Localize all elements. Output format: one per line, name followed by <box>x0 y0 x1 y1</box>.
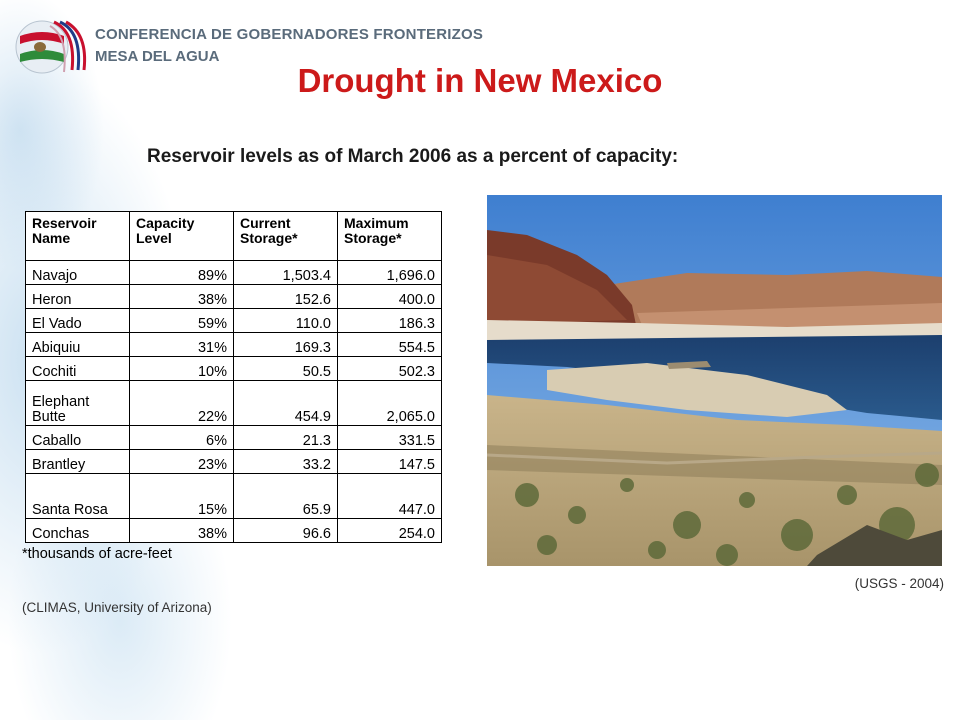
maximum-storage-cell: 1,696.0 <box>337 260 442 285</box>
maximum-storage-cell: 254.0 <box>337 518 442 543</box>
reservoir-name-cell: Cochiti <box>25 356 130 381</box>
header-current-storage: Current Storage* <box>233 211 338 261</box>
table-header-row: Reservoir Name Capacity Level Current St… <box>25 211 442 261</box>
page-subtitle: Reservoir levels as of March 2006 as a p… <box>147 146 679 167</box>
border-governors-logo-icon <box>14 14 90 80</box>
table-footnote: *thousands of acre-feet <box>22 546 172 562</box>
maximum-storage-cell: 502.3 <box>337 356 442 381</box>
table-row: Conchas 38% 96.6 254.0 <box>25 518 442 543</box>
capacity-cell: 59% <box>129 308 234 333</box>
table-row: Abiquiu 31% 169.3 554.5 <box>25 332 442 357</box>
table-row: Navajo 89% 1,503.4 1,696.0 <box>25 260 442 285</box>
table-row: El Vado 59% 110.0 186.3 <box>25 308 442 333</box>
table-row: Santa Rosa 15% 65.9 447.0 <box>25 473 442 519</box>
capacity-cell: 38% <box>129 284 234 309</box>
table-row: Cochiti 10% 50.5 502.3 <box>25 356 442 381</box>
capacity-cell: 38% <box>129 518 234 543</box>
capacity-cell: 31% <box>129 332 234 357</box>
reservoir-name-cell: Brantley <box>25 449 130 474</box>
current-storage-cell: 1,503.4 <box>233 260 338 285</box>
capacity-cell: 6% <box>129 425 234 450</box>
maximum-storage-cell: 186.3 <box>337 308 442 333</box>
reservoir-name-cell: Santa Rosa <box>25 473 130 519</box>
reservoir-table: Reservoir Name Capacity Level Current St… <box>25 211 442 543</box>
table-row: Caballo 6% 21.3 331.5 <box>25 425 442 450</box>
maximum-storage-cell: 400.0 <box>337 284 442 309</box>
maximum-storage-cell: 147.5 <box>337 449 442 474</box>
maximum-storage-cell: 554.5 <box>337 332 442 357</box>
current-storage-cell: 152.6 <box>233 284 338 309</box>
capacity-cell: 10% <box>129 356 234 381</box>
maximum-storage-cell: 331.5 <box>337 425 442 450</box>
capacity-cell: 89% <box>129 260 234 285</box>
reservoir-name-cell: Navajo <box>25 260 130 285</box>
current-storage-cell: 110.0 <box>233 308 338 333</box>
table-row: Elephant Butte 22% 454.9 2,065.0 <box>25 380 442 426</box>
current-storage-cell: 454.9 <box>233 380 338 426</box>
header-reservoir-name: Reservoir Name <box>25 211 130 261</box>
header-capacity-level: Capacity Level <box>129 211 234 261</box>
page-title-text: Drought in New Mexico <box>297 62 663 99</box>
maximum-storage-cell: 2,065.0 <box>337 380 442 426</box>
reservoir-name-cell: El Vado <box>25 308 130 333</box>
current-storage-cell: 65.9 <box>233 473 338 519</box>
reservoir-name-cell: Abiquiu <box>25 332 130 357</box>
current-storage-cell: 21.3 <box>233 425 338 450</box>
page-title: Drought in New Mexico <box>0 62 960 100</box>
maximum-storage-cell: 447.0 <box>337 473 442 519</box>
reservoir-name-cell: Heron <box>25 284 130 309</box>
capacity-cell: 23% <box>129 449 234 474</box>
table-row: Heron 38% 152.6 400.0 <box>25 284 442 309</box>
current-storage-cell: 50.5 <box>233 356 338 381</box>
reservoir-name-cell: Conchas <box>25 518 130 543</box>
reservoir-name-cell: Caballo <box>25 425 130 450</box>
reservoir-name-cell: Elephant Butte <box>25 380 130 426</box>
capacity-cell: 22% <box>129 380 234 426</box>
organization-subtitle: MESA DEL AGUA <box>95 48 220 65</box>
photo-credit: (USGS - 2004) <box>854 576 944 591</box>
organization-name: CONFERENCIA DE GOBERNADORES FRONTERIZOS <box>95 26 484 43</box>
table-source-citation: (CLIMAS, University of Arizona) <box>22 600 212 615</box>
table-row: Brantley 23% 33.2 147.5 <box>25 449 442 474</box>
capacity-cell: 15% <box>129 473 234 519</box>
current-storage-cell: 169.3 <box>233 332 338 357</box>
reservoir-photo <box>487 195 942 566</box>
header-maximum-storage: Maximum Storage* <box>337 211 442 261</box>
current-storage-cell: 33.2 <box>233 449 338 474</box>
current-storage-cell: 96.6 <box>233 518 338 543</box>
